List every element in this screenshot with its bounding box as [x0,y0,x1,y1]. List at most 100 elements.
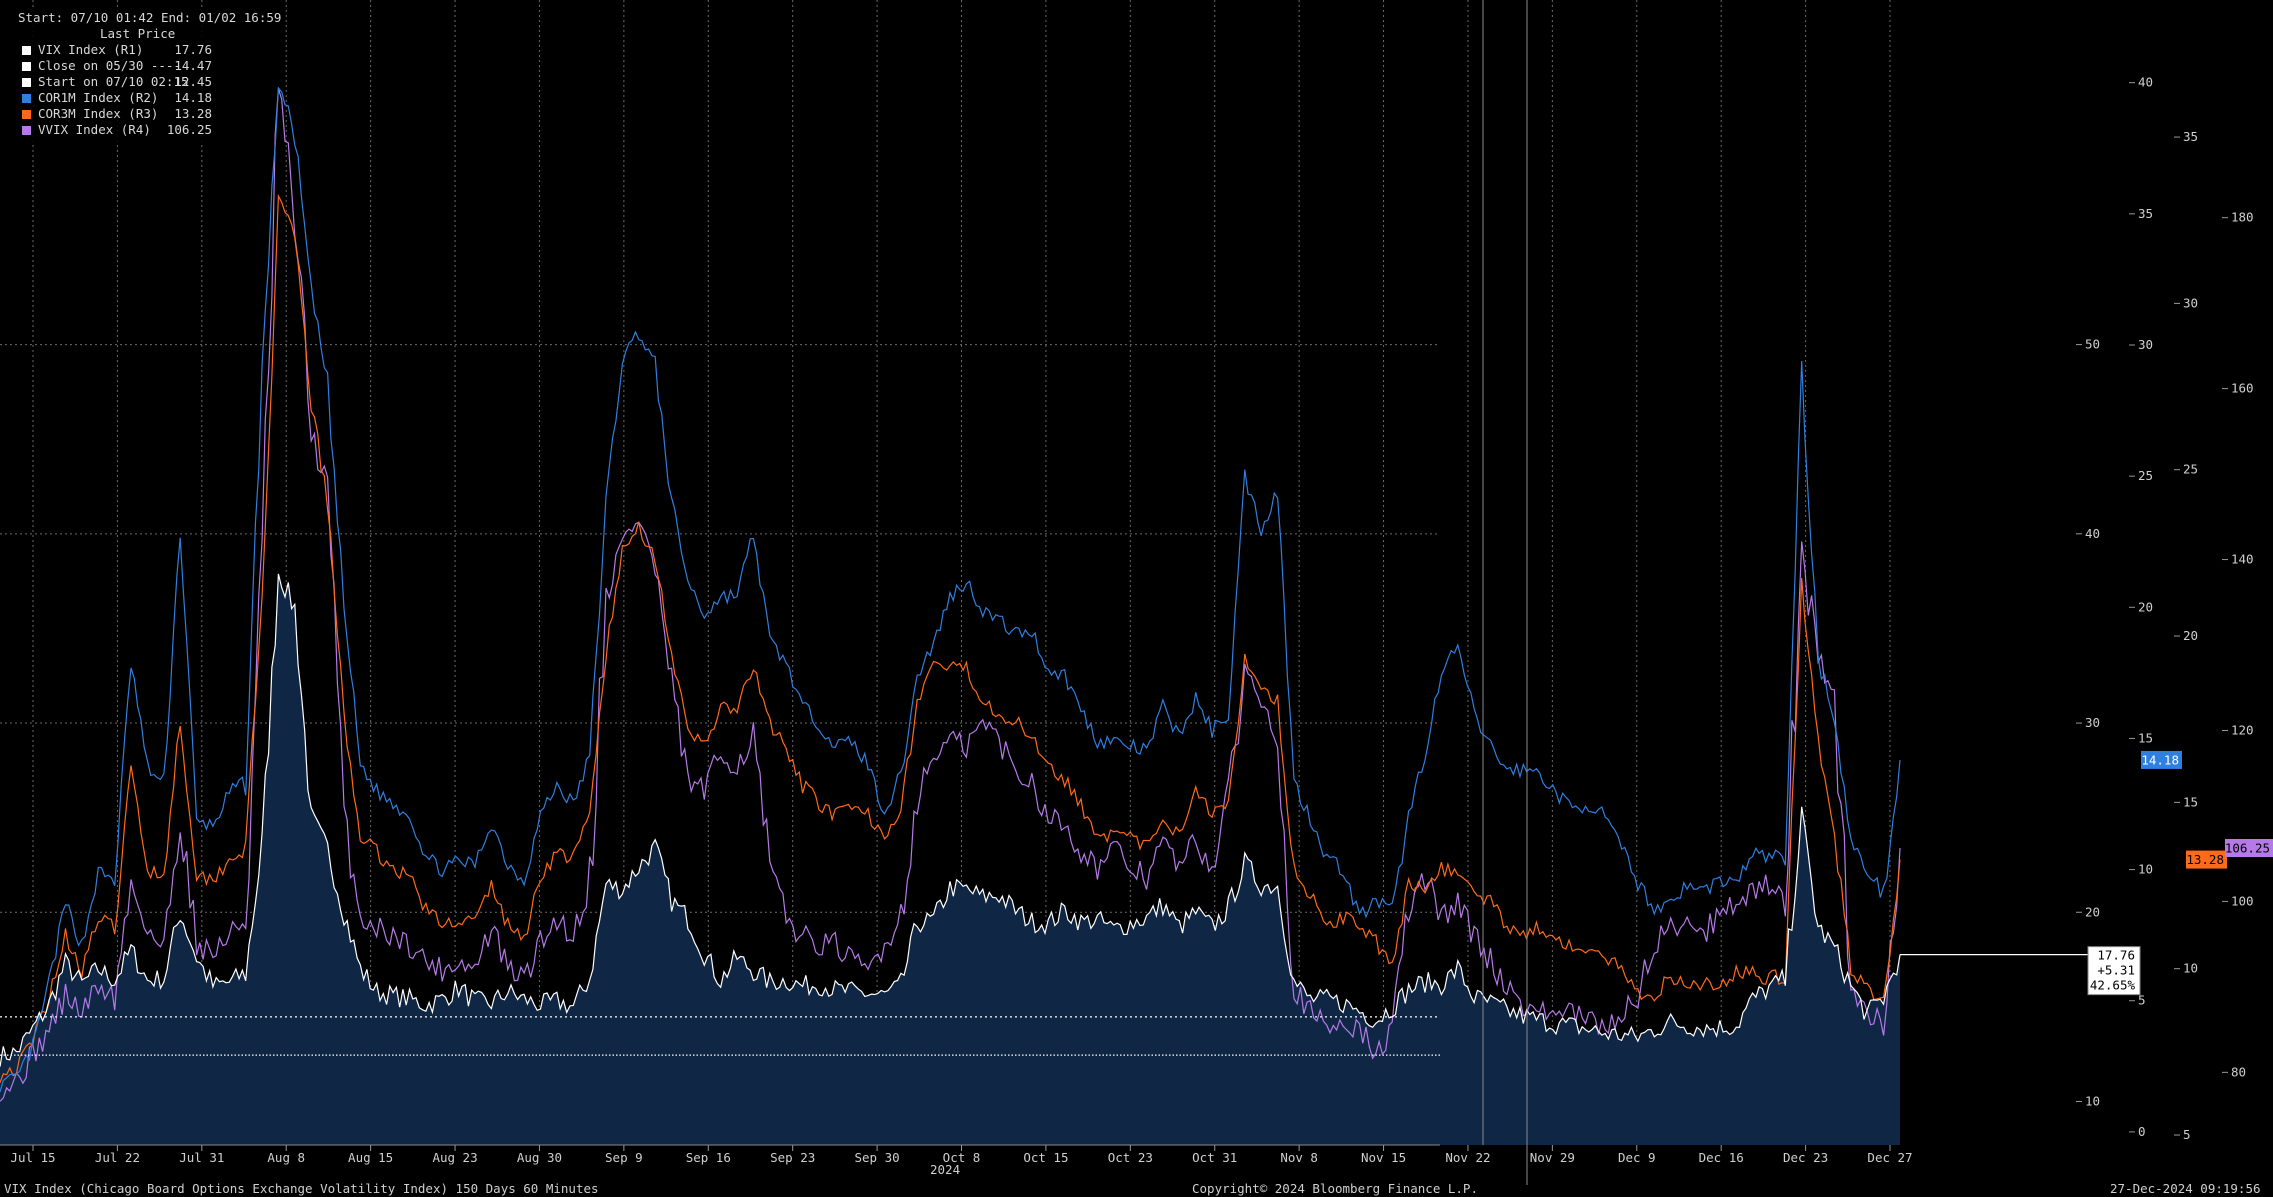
y-tick-label-r4: 120 [2231,722,2254,737]
legend-item-name: VVIX Index (R4) [38,122,151,137]
vix-last-value-box [2087,946,2141,996]
x-tick-label: Aug 15 [348,1150,393,1165]
y-tick-label-r2: 20 [2138,599,2153,614]
y-tick-label-r2: 40 [2138,75,2153,90]
legend-item-value: 106.25 [166,122,212,137]
y-tick-label-r2: 15 [2138,730,2153,745]
x-tick-label: Oct 31 [1192,1150,1237,1165]
year-label: 2024 [930,1162,961,1177]
x-tick-label: Jul 31 [179,1150,224,1165]
legend-item-cor1m: COR1M Index (R2) 14.18 [4,90,250,106]
y-tick-label-r3: 20 [2183,628,2198,643]
vix-area [0,573,1900,1145]
legend-item-value: 14.18 [174,90,212,105]
tag-cor3m [2186,850,2227,869]
vix-last-value-line-2: +5.31 [2097,963,2135,978]
tag-vvix-label: 106.25 [2225,840,2270,855]
x-tick-label: Oct 23 [1108,1150,1153,1165]
tag-cor1m [2141,750,2182,769]
x-tick-label: Nov 15 [1361,1150,1406,1165]
y-tick-label-r3: 30 [2183,295,2198,310]
y-tick-label-r2: 10 [2138,862,2153,877]
reference-lines [0,954,2090,1056]
x-tick-label: Sep 23 [770,1150,815,1165]
legend-item-vvix: VVIX Index (R4) 106.25 [4,122,250,138]
legend-item-vix: VIX Index (R1) 17.76 [4,42,250,58]
y-tick-label-r3: 25 [2183,462,2198,477]
y-tick-label-r1: 40 [2085,526,2100,541]
x-tick-label: Sep 30 [855,1150,900,1165]
y-tick-label-r4: 100 [2231,893,2254,908]
x-tick-label: Dec 23 [1783,1150,1828,1165]
footer-copyright: Copyright© 2024 Bloomberg Finance L.P. [1192,1181,1478,1196]
legend-item-name: COR1M Index (R2) [38,90,159,105]
legend-item-start-0710: Start on 07/10 02:15 12.45 [4,74,250,90]
x-tick-label: Nov 8 [1280,1150,1318,1165]
tag-cor1m-label: 14.18 [2141,752,2179,767]
x-tick-label: Oct 15 [1023,1150,1068,1165]
y-tick-label-r3: 10 [2183,961,2198,976]
series-line-cor1m [0,86,1901,1093]
legend-swatch [22,110,31,119]
y-tick-label-r2: 35 [2138,206,2153,221]
y-tick-label-r2: 25 [2138,468,2153,483]
legend-header: Start: 07/10 01:42 End: 01/02 16:59 [18,10,282,25]
legend-item-name: Start on 07/10 02:15 [38,74,189,89]
legend-item-value: 17.76 [174,42,212,57]
x-tick-label: Aug 23 [432,1150,477,1165]
legend-item-close-0530: Close on 05/30 ---- 14.47 [4,58,250,74]
legend-swatch [22,126,31,135]
footer-description: VIX Index (Chicago Board Options Exchang… [4,1181,599,1196]
series-line-cor3m [0,193,1901,1083]
y-tick-label-r1: 30 [2085,715,2100,730]
legend-item-name: Close on 05/30 ---- [38,58,181,73]
y-tick-label-r4: 80 [2231,1064,2246,1079]
series-line-vvix [0,88,1901,1102]
y-tick-label-r1: 50 [2085,337,2100,352]
y-tick-label-r1: 10 [2085,1093,2100,1108]
x-tick-label: Nov 22 [1445,1150,1490,1165]
y-tick-label-r2: 0 [2138,1124,2146,1139]
x-tick-label: Oct 8 [943,1150,981,1165]
x-tick-label: Dec 9 [1618,1150,1656,1165]
tag-vvix [2225,838,2273,857]
y-tick-label-r2: 5 [2138,993,2146,1008]
tag-cor3m-label: 13.28 [2186,852,2224,867]
x-tick-label: Dec 16 [1699,1150,1744,1165]
y-tick-label-r3: 15 [2183,794,2198,809]
y-tick-label-r1: 20 [2085,904,2100,919]
legend-item-cor3m: COR3M Index (R3) 13.28 [4,106,250,122]
legend-item-value: 14.47 [174,58,212,73]
x-tick-label: Jul 15 [10,1150,55,1165]
y-tick-label-r4: 180 [2231,210,2254,225]
legend-item-name: VIX Index (R1) [38,42,144,57]
y-tick-label-r4: 160 [2231,381,2254,396]
legend-swatch [22,78,31,87]
legend-item-value: 12.45 [174,74,212,89]
vix-last-value-line-3: 42.65% [2090,978,2136,993]
footer-timestamp: 27-Dec-2024 09:19:56 [2110,1181,2261,1196]
chart-grid [0,0,1891,1145]
y-tick-label-r4: 140 [2231,552,2254,567]
chart-series-layer [0,86,1901,1145]
x-tick-label: Sep 9 [605,1150,643,1165]
y-tick-label-r3: 5 [2183,1127,2191,1142]
x-tick-label: Dec 27 [1867,1150,1912,1165]
legend-swatch [22,94,31,103]
x-tick-label: Jul 22 [95,1150,140,1165]
x-tick-label: Sep 16 [686,1150,731,1165]
legend-item-value: 13.28 [174,106,212,121]
series-line-vix [0,573,1901,1067]
legend-subheader: Last Price [100,26,176,41]
legend-swatch [22,62,31,71]
legend: Start: 07/10 01:42 End: 01/02 16:59 Last… [4,10,282,144]
vix-last-value-line-1: 17.76 [2097,948,2135,963]
x-tick-label: Aug 30 [517,1150,562,1165]
x-tick-label: Aug 8 [267,1150,305,1165]
y-tick-label-r2: 30 [2138,337,2153,352]
legend-item-name: COR3M Index (R3) [38,106,159,121]
x-tick-label: Nov 29 [1530,1150,1575,1165]
